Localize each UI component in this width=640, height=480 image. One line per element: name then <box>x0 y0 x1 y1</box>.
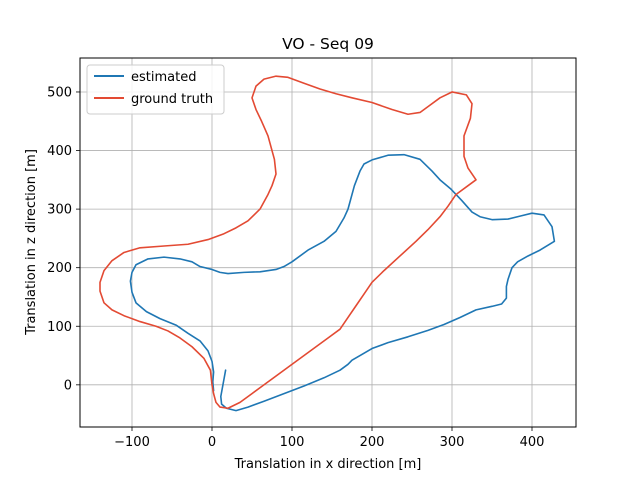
x-tick-label: 200 <box>360 435 385 450</box>
series-line-estimated <box>129 153 556 412</box>
y-tick-label: 100 <box>47 320 72 335</box>
x-tick-label: 100 <box>280 435 305 450</box>
chart-title: VO - Seq 09 <box>282 35 374 53</box>
legend-box <box>86 64 225 115</box>
x-tick-label: 0 <box>208 435 216 450</box>
plot-area: −100 0 100 200 300 400 0 100 200 300 400 500 <box>47 57 577 450</box>
series-line-ground-truth <box>99 75 477 410</box>
legend-label-estimated: estimated <box>131 70 196 85</box>
y-tick-label: 400 <box>47 144 72 159</box>
axes-background <box>80 58 576 427</box>
y-axis-label: Translation in z direction [m] <box>24 149 39 336</box>
y-tick-label: 500 <box>47 85 72 100</box>
legend-label-ground-truth: ground truth <box>131 92 213 107</box>
y-tick-label: 200 <box>47 261 72 276</box>
legend: estimated ground truth <box>86 64 225 115</box>
axes-frame <box>79 57 577 428</box>
series-layer <box>99 75 556 412</box>
x-axis-label: Translation in x direction [m] <box>234 457 422 472</box>
x-tick-label: −100 <box>114 435 150 450</box>
x-tick-label: 300 <box>440 435 465 450</box>
y-tick-label: 0 <box>64 378 72 393</box>
y-tick-label: 300 <box>47 203 72 218</box>
x-tick-label: 400 <box>520 435 545 450</box>
ticks: −100 0 100 200 300 400 0 100 200 300 400 500 <box>47 85 544 450</box>
